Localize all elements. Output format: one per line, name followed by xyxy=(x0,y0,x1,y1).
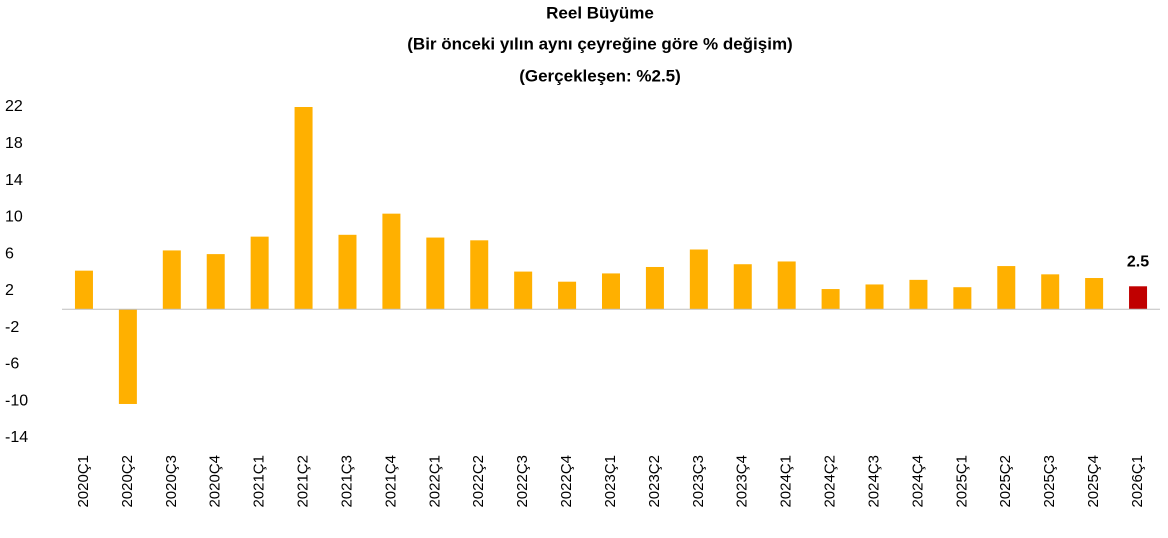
y-tick-label: -2 xyxy=(5,319,19,336)
x-tick-label: 2020Ç3 xyxy=(163,455,180,508)
bar xyxy=(338,234,357,310)
x-tick-label: 2022Ç3 xyxy=(514,455,531,508)
x-tick-label: 2021Ç3 xyxy=(338,455,355,508)
y-tick-label: -6 xyxy=(5,356,19,373)
bar xyxy=(514,271,533,310)
bar xyxy=(821,289,840,310)
y-tick-label: 6 xyxy=(5,245,14,262)
x-tick-label: 2022Ç2 xyxy=(470,455,487,508)
bar xyxy=(426,237,445,310)
bar xyxy=(558,281,577,310)
bar xyxy=(997,266,1016,310)
bar xyxy=(865,284,884,310)
x-tick-label: 2025Ç3 xyxy=(1041,455,1058,508)
bar xyxy=(470,240,489,310)
bar xyxy=(953,287,972,310)
bar xyxy=(162,250,181,310)
bar xyxy=(733,264,752,310)
x-tick-label: 2023Ç3 xyxy=(690,455,707,508)
y-tick-label: 2 xyxy=(5,282,14,299)
x-tick-label: 2023Ç2 xyxy=(646,455,663,508)
x-tick-label: 2022Ç4 xyxy=(558,455,575,508)
x-tick-label: 2021Ç1 xyxy=(251,455,268,508)
bar xyxy=(118,309,137,404)
x-tick-label: 2021Ç2 xyxy=(295,455,312,508)
x-tick-label: 2021Ç4 xyxy=(382,455,399,508)
x-tick-label: 2024Ç3 xyxy=(865,455,882,508)
x-tick-label: 2025Ç1 xyxy=(953,455,970,508)
bar xyxy=(206,254,225,310)
bar xyxy=(294,107,313,310)
y-tick-label: 18 xyxy=(5,135,23,152)
chart-subtitle: (Gerçekleşen: %2.5) xyxy=(519,66,681,85)
bar xyxy=(250,236,269,310)
bar xyxy=(689,249,708,310)
x-tick-label: 2023Ç4 xyxy=(734,455,751,508)
y-tick-label: 10 xyxy=(5,209,23,226)
bar xyxy=(1085,278,1104,310)
x-tick-label: 2025Ç2 xyxy=(997,455,1014,508)
x-tick-label: 2025Ç4 xyxy=(1085,455,1102,508)
x-tick-label: 2024Ç1 xyxy=(778,455,795,508)
bar xyxy=(645,266,664,310)
x-tick-label: 2020Ç1 xyxy=(75,455,92,508)
chart-title: Reel Büyüme xyxy=(546,3,654,22)
x-tick-label: 2023Ç1 xyxy=(602,455,619,508)
x-tick-label: 2022Ç1 xyxy=(426,455,443,508)
data-label: 2.5 xyxy=(1127,254,1149,271)
x-tick-label: 2024Ç4 xyxy=(909,455,926,508)
y-tick-label: 22 xyxy=(5,98,23,115)
bar xyxy=(777,261,796,310)
bar xyxy=(1129,286,1148,310)
y-tick-label: -14 xyxy=(5,429,28,446)
bar xyxy=(602,273,620,310)
x-tick-label: 2026Ç1 xyxy=(1129,455,1146,508)
x-tick-label: 2020Ç2 xyxy=(119,455,136,508)
x-tick-label: 2024Ç2 xyxy=(822,455,839,508)
x-tick-label: 2020Ç4 xyxy=(207,455,224,508)
y-tick-label: -10 xyxy=(5,392,28,409)
bar xyxy=(382,213,401,310)
bar xyxy=(909,279,928,310)
bar xyxy=(74,270,93,310)
chart-subtitle: (Bir önceki yılın aynı çeyreğine göre % … xyxy=(407,34,792,53)
y-tick-label: 14 xyxy=(5,172,23,189)
bar xyxy=(1041,274,1060,310)
